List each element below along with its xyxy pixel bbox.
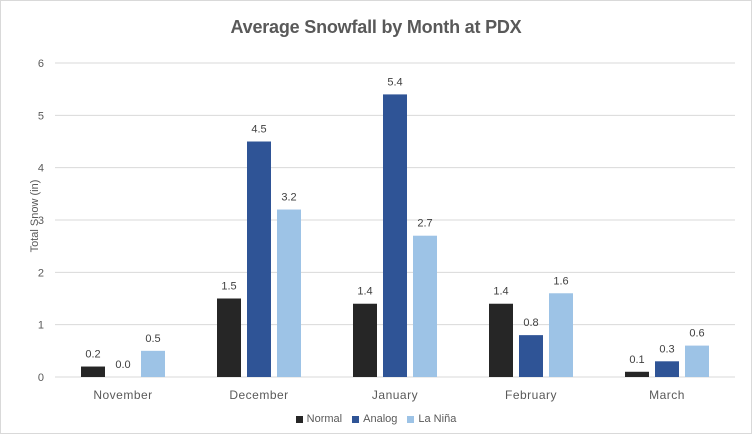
data-label: 0.5 [145,333,160,345]
bar-analog [247,141,271,377]
data-label: 4.5 [251,124,266,136]
bar-analog [383,94,407,378]
data-label: 5.4 [387,76,402,88]
y-tick-label: 1 [38,320,44,332]
bar-normal [489,303,513,377]
x-tick-label: November [93,388,152,402]
bar-analog [519,335,543,377]
x-tick-label: December [229,388,288,402]
legend-label: Analog [363,413,398,425]
legend-item: Normal [295,413,343,425]
data-label: 0.1 [629,354,644,366]
bar-normal [353,303,377,377]
data-label: 0.2 [85,349,100,361]
chart-title: Average Snowfall by Month at PDX [230,17,522,37]
data-label: 1.5 [221,281,236,293]
bar-analog [655,361,679,377]
bar-la-ni-a [413,235,437,377]
legend-label: Normal [306,413,343,425]
y-tick-label: 0 [38,372,44,384]
legend-swatch [295,415,303,423]
data-label: 3.2 [281,192,296,204]
bar-normal [217,298,241,377]
bar-normal [625,371,649,377]
legend-label: La Niña [418,413,457,425]
x-tick-label: March [649,388,685,402]
y-tick-label: 5 [38,110,44,122]
y-tick-label: 4 [38,163,44,175]
y-tick-label: 6 [38,58,44,70]
data-label: 2.7 [417,218,432,230]
x-tick-label: February [505,388,557,402]
legend-swatch [407,415,415,423]
legend-item: La Niña [407,413,456,425]
data-label: 0.8 [523,317,538,329]
data-label: 1.4 [357,286,372,298]
data-label: 1.6 [553,275,568,287]
data-label: 1.4 [493,286,508,298]
x-tick-label: January [372,388,418,402]
bar-normal [81,366,105,377]
data-label: 0.3 [659,343,674,355]
y-tick-label: 3 [38,215,44,227]
y-tick-label: 2 [38,267,44,279]
data-label: 0.6 [689,328,704,340]
data-label: 0.0 [115,359,130,371]
bar-la-ni-a [685,345,709,377]
legend-swatch [352,415,360,423]
bar-la-ni-a [549,293,573,377]
legend-item: Analog [352,413,397,425]
legend: Normal Analog La Niña [0,413,752,425]
bar-la-ni-a [141,350,165,377]
bar-la-ni-a [277,209,301,377]
